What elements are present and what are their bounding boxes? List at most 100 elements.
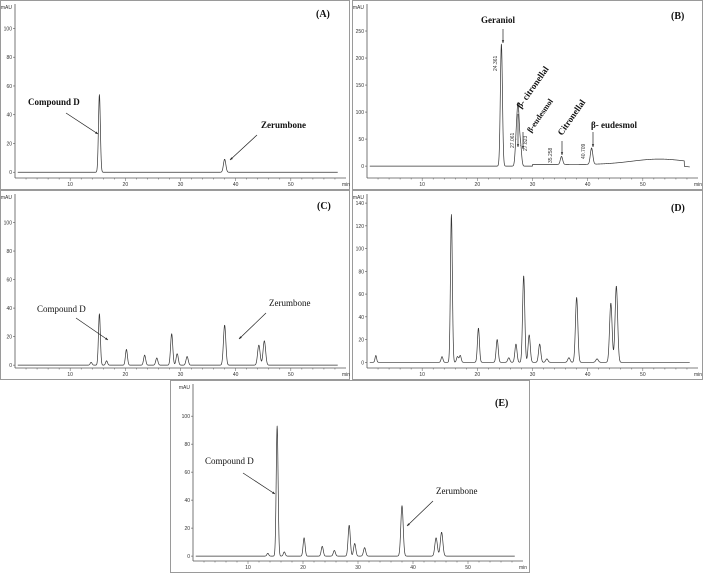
annotation-arrow [238,312,267,340]
x-tick-label: 50 [288,372,294,378]
y-tick-label: 20 [358,338,364,344]
peak-apex [284,551,285,553]
peak-apex [508,357,510,359]
x-tick-label: 50 [640,372,646,378]
y-tick-label: 140 [356,201,365,207]
chromatogram-panel-a: 0 20 40 60 80 100 10 20 30 40 50 mAU min (A) Compound … [0,0,350,190]
retention-time-label: 35.258 [548,147,554,163]
peak-annotation: Compound D [37,304,86,314]
x-tick-label: 50 [288,182,294,188]
peak-apex [171,333,172,335]
arrowhead-icon [105,337,108,340]
peak-apex [276,425,278,427]
y-tick-label: 80 [358,269,364,275]
y-tick-label: 150 [356,83,365,89]
peak-apex [364,547,365,549]
peak-annotation: Compound D [28,97,80,107]
y-tick-label: 80 [184,442,190,448]
peak-apex [596,358,598,360]
panel-title: (B) [671,11,684,22]
peak-apex [528,334,530,336]
arrowhead-icon [230,157,233,160]
arrowhead-icon [239,336,242,339]
peak-apex [616,285,617,287]
peak-apex [176,353,178,355]
chromatogram-trace [369,43,690,168]
x-tick-label: 40 [410,565,416,571]
y-tick-label: 100 [4,221,13,227]
peak-apex [99,94,100,95]
y-axis-unit: mAU [353,5,364,11]
y-tick-label: 100 [4,26,13,32]
y-tick-label: 100 [182,414,191,420]
y-tick-label: 60 [6,84,12,90]
peak-apex [451,214,452,215]
chromatogram-trace [17,313,338,366]
y-tick-label: 20 [6,141,12,147]
x-tick-label: 50 [465,565,471,571]
x-tick-label: 30 [530,182,536,188]
y-axis-unit: mAU [1,5,12,11]
x-tick-label: 50 [640,182,646,188]
peak-apex [561,157,562,159]
peak-annotation: β- eudesmol [591,120,637,130]
peak-apex [496,339,498,340]
peak-apex [539,343,540,345]
x-axis-unit: min [342,182,350,188]
annotation-arrow [75,317,109,341]
peak-apex [375,355,377,356]
peak-annotation: Compound D [205,456,254,466]
panel-title: (C) [317,201,331,212]
y-tick-label: 60 [358,292,364,298]
y-tick-label: 20 [6,335,12,341]
x-tick-label: 30 [530,372,536,378]
x-axis-unit: min [519,565,527,571]
arrowhead-icon [272,491,275,494]
peak-apex [591,149,592,151]
x-tick-label: 30 [178,182,184,188]
peak-apex [523,275,524,277]
peak-apex [264,340,265,342]
x-tick-label: 40 [585,372,591,378]
chromatogram-panel-e: 0 20 40 60 80 100 10 20 30 40 50 mAU min (E) Compound … [170,380,530,573]
x-tick-label: 10 [419,372,425,378]
x-tick-label: 40 [233,372,239,378]
peak-apex [144,354,145,356]
peak-apex [90,361,92,363]
peak-annotation: Citronellal [555,97,587,137]
peak-annotation: Zerumbone [436,486,477,496]
peak-apex [610,302,612,304]
y-tick-label: 40 [6,306,12,312]
peak-annotation: Zerumbone [261,120,306,130]
chart-b: 0 50 100 150 200 250 10 20 30 40 50 mAU min (B) Gerani… [353,4,702,188]
x-tick-label: 40 [233,182,239,188]
peak-apex [457,356,458,357]
retention-time-label: 27.823 [523,135,529,151]
peak-apex [126,349,127,350]
chart-e: 0 20 40 60 80 100 10 20 30 40 50 mAU min (E) Compound … [179,384,527,571]
arrowhead-icon [591,144,595,147]
x-tick-label: 20 [300,565,306,571]
y-axis-unit: mAU [179,385,191,391]
peak-apex [267,553,269,554]
peak-apex [546,358,548,360]
peak-annotation: β-eudesmol [525,97,555,135]
x-tick-label: 10 [67,372,73,378]
y-tick-label: 40 [6,113,12,119]
peak-apex [478,327,479,329]
y-tick-label: 80 [6,249,12,255]
chart-d: 0 20 40 60 80 100 120 140 10 20 30 40 50 mAU min (D) [353,194,702,378]
annotation-arrow [229,134,258,161]
x-axis-unit: min [694,182,702,188]
peak-annotation: Zerumbone [269,298,310,308]
peak-apex [106,360,107,362]
x-tick-label: 20 [123,372,129,378]
y-tick-label: 0 [9,363,12,369]
peak-apex [435,537,437,539]
panel-title: (D) [671,203,685,214]
arrowhead-icon [95,131,98,134]
peak-apex [568,357,570,359]
chart-a: 0 20 40 60 80 100 10 20 30 40 50 mAU min (A) Compound … [1,4,350,188]
x-axis-unit: min [342,372,350,378]
y-tick-label: 0 [361,360,364,366]
